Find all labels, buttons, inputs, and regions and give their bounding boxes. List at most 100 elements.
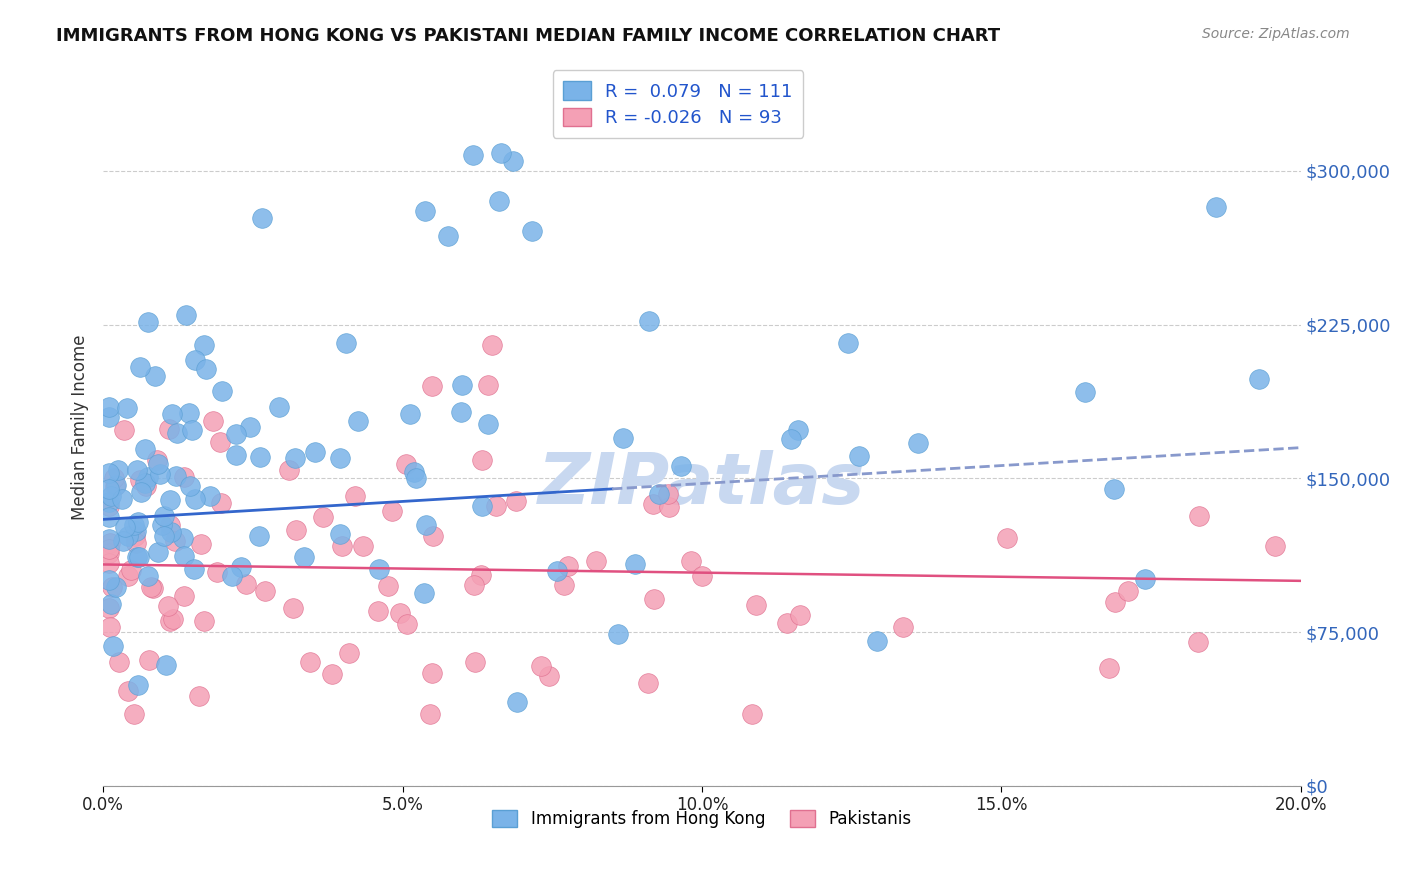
Point — [463, 578, 485, 592]
Point — [848, 449, 870, 463]
Point — [643, 591, 665, 606]
Point — [422, 379, 444, 393]
Point — [893, 620, 915, 634]
Point — [637, 314, 659, 328]
Point — [352, 539, 374, 553]
Point — [207, 565, 229, 579]
Point — [98, 574, 121, 588]
Point — [247, 529, 270, 543]
Point — [138, 653, 160, 667]
Point — [100, 489, 122, 503]
Point — [202, 414, 225, 428]
Point — [485, 499, 508, 513]
Point — [115, 401, 138, 416]
Point — [112, 534, 135, 549]
Point — [125, 536, 148, 550]
Point — [776, 615, 799, 630]
Point — [1205, 200, 1227, 214]
Point — [249, 450, 271, 464]
Point — [128, 549, 150, 564]
Point — [98, 510, 121, 524]
Point — [741, 707, 763, 722]
Point — [1104, 595, 1126, 609]
Point — [502, 153, 524, 168]
Point — [145, 453, 167, 467]
Point — [98, 546, 121, 560]
Point — [117, 569, 139, 583]
Point — [329, 527, 352, 541]
Point — [193, 614, 215, 628]
Point — [184, 492, 207, 507]
Point — [136, 569, 159, 583]
Point — [181, 423, 204, 437]
Point — [332, 539, 354, 553]
Point — [780, 432, 803, 446]
Point — [471, 499, 494, 513]
Point — [995, 531, 1018, 545]
Point — [190, 537, 212, 551]
Point — [98, 499, 121, 513]
Point — [138, 315, 160, 329]
Point — [538, 668, 561, 682]
Point — [165, 469, 187, 483]
Point — [107, 463, 129, 477]
Point — [150, 517, 173, 532]
Point — [195, 361, 218, 376]
Point — [1116, 583, 1139, 598]
Point — [745, 598, 768, 612]
Point — [471, 452, 494, 467]
Legend: Immigrants from Hong Kong, Pakistanis: Immigrants from Hong Kong, Pakistanis — [485, 804, 918, 835]
Point — [125, 463, 148, 477]
Point — [148, 457, 170, 471]
Point — [606, 627, 628, 641]
Point — [488, 194, 510, 208]
Point — [173, 590, 195, 604]
Point — [1074, 384, 1097, 399]
Point — [208, 435, 231, 450]
Point — [321, 666, 343, 681]
Point — [165, 533, 187, 548]
Point — [506, 695, 529, 709]
Point — [101, 639, 124, 653]
Point — [681, 554, 703, 568]
Point — [235, 576, 257, 591]
Point — [335, 336, 357, 351]
Point — [146, 544, 169, 558]
Point — [105, 478, 128, 492]
Point — [98, 467, 121, 481]
Point — [98, 535, 121, 549]
Point — [229, 559, 252, 574]
Point — [111, 491, 134, 506]
Point — [153, 529, 176, 543]
Point — [131, 484, 153, 499]
Point — [292, 550, 315, 565]
Point — [98, 542, 121, 557]
Point — [464, 655, 486, 669]
Point — [211, 496, 233, 510]
Point — [254, 583, 277, 598]
Point — [420, 666, 443, 681]
Point — [450, 405, 472, 419]
Point — [177, 406, 200, 420]
Point — [1102, 482, 1125, 496]
Point — [98, 556, 121, 570]
Point — [250, 211, 273, 225]
Point — [463, 148, 485, 162]
Point — [692, 568, 714, 582]
Point — [657, 487, 679, 501]
Point — [98, 532, 121, 546]
Point — [1264, 539, 1286, 553]
Point — [481, 338, 503, 352]
Point — [643, 497, 665, 511]
Point — [173, 549, 195, 564]
Point — [98, 620, 121, 634]
Point — [179, 479, 201, 493]
Point — [437, 229, 460, 244]
Point — [1133, 572, 1156, 586]
Point — [470, 567, 492, 582]
Point — [198, 489, 221, 503]
Point — [172, 531, 194, 545]
Point — [152, 509, 174, 524]
Point — [134, 476, 156, 491]
Point — [100, 597, 122, 611]
